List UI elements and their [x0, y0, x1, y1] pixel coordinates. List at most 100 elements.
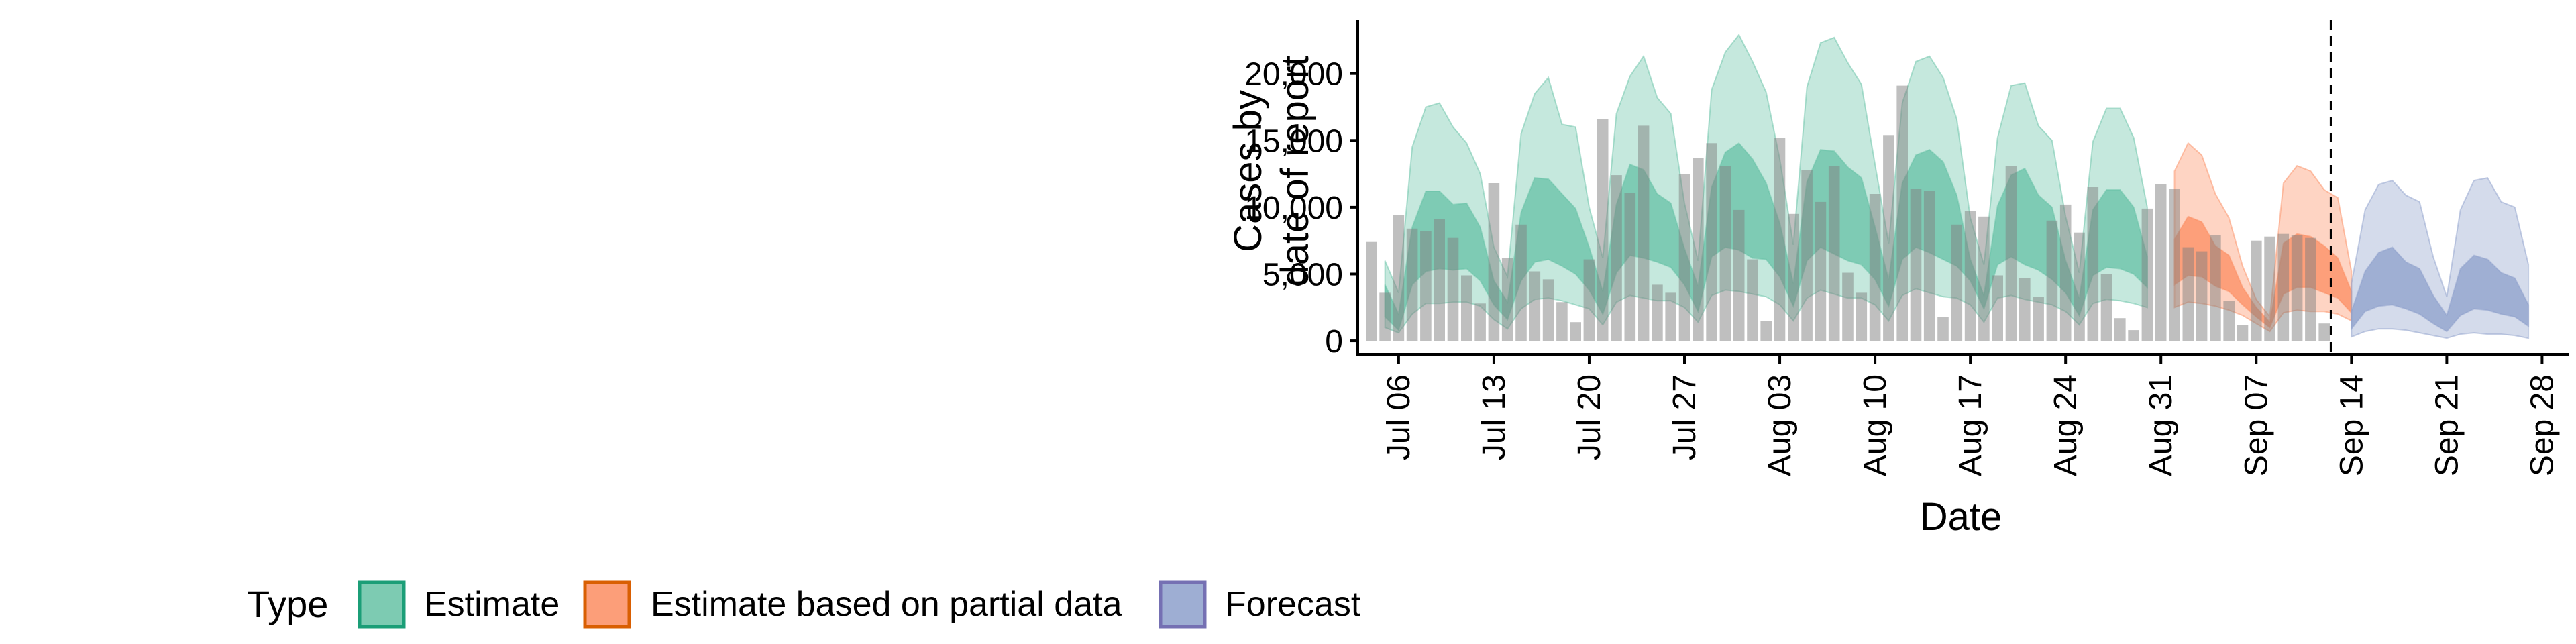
reported-case-bar [2074, 232, 2085, 341]
reported-case-bar [2182, 247, 2194, 341]
reported-case-bar [1393, 215, 1405, 341]
legend-label-estimate: Estimate [424, 585, 559, 624]
reported-case-bar [1434, 219, 1445, 341]
x-axis-ticks: Jul 06 Jul 13 Jul 20 Jul 27 Aug 03 Aug 10 Aug … [1381, 354, 2560, 476]
reported-case-bar [1883, 135, 1894, 341]
reported-case-bar [1583, 259, 1595, 341]
x-tick-label: Aug 10 [1858, 374, 1893, 476]
y-tick-label: 10,000 [1244, 191, 1343, 226]
reported-case-bar [1693, 158, 1704, 341]
y-tick-label: 5,000 [1263, 257, 1343, 292]
reported-case-bar [1992, 275, 2003, 341]
legend-label-forecast: Forecast [1225, 585, 1361, 624]
x-tick-label: Sep 14 [2334, 374, 2369, 476]
y-axis-title-line-2: date of report [1273, 56, 1317, 287]
reported-case-bar [1529, 271, 1541, 341]
reported-case-bar [2237, 325, 2249, 341]
x-tick-label: Aug 31 [2143, 374, 2179, 476]
reported-case-bar [1638, 125, 1650, 341]
reported-case-bar [2155, 184, 2167, 341]
reported-case-bar [1951, 224, 1963, 341]
reported-case-bar [1678, 174, 1690, 341]
reported-case-bar [1842, 272, 1854, 341]
reported-case-bar [1733, 209, 1745, 341]
x-tick-label: Aug 03 [1762, 374, 1798, 476]
reported-case-bar [1788, 213, 1799, 341]
reported-case-bar [1611, 175, 1622, 341]
x-tick-label: Jul 06 [1381, 374, 1417, 460]
x-tick-label: Jul 20 [1572, 374, 1607, 460]
reported-case-bars [1366, 85, 2330, 341]
reported-case-bar [1652, 284, 1663, 341]
legend-swatch-partial [583, 580, 631, 629]
legend: Type Estimate Estimate based on partial … [247, 580, 1361, 629]
reported-case-bar [1923, 191, 1935, 341]
reported-case-bar [2046, 220, 2058, 341]
x-tick-label: Jul 13 [1477, 374, 1512, 460]
reported-case-bar [1447, 237, 1459, 341]
reported-case-bar [1461, 275, 1472, 341]
reported-case-bar [1474, 303, 1486, 341]
reported-case-bar [2277, 233, 2290, 341]
reported-case-bar [1597, 119, 1609, 341]
reported-case-bar [1366, 241, 1377, 341]
reported-case-bar [1747, 259, 1758, 341]
reported-case-bar [1556, 302, 1568, 341]
x-tick-label: Aug 17 [1953, 374, 1988, 476]
reported-case-bar [2141, 208, 2153, 341]
reported-case-bar [2114, 318, 2126, 341]
reported-case-bar [1828, 166, 1840, 341]
reported-case-bar [1937, 317, 1949, 341]
legend-swatch-forecast [1159, 580, 1207, 629]
reported-case-bar [2100, 274, 2112, 341]
reported-case-bar [2033, 297, 2044, 341]
reported-case-bar [1774, 138, 1786, 341]
reported-case-bar [2005, 166, 2017, 341]
reported-case-bar [2019, 278, 2031, 341]
reported-case-bar [2128, 330, 2139, 341]
reported-case-bar [2210, 235, 2221, 341]
reported-case-bar [1978, 216, 1990, 341]
reported-case-bar [1760, 321, 1772, 341]
reported-case-bar [1856, 292, 1868, 341]
reported-case-bar [1910, 189, 1922, 341]
reported-case-bar [2291, 235, 2303, 341]
reported-case-bar [1869, 194, 1881, 341]
reported-case-bar [1815, 201, 1827, 341]
reported-case-bar [1706, 143, 1717, 341]
x-tick-label: Aug 24 [2048, 374, 2084, 476]
reported-case-bar [2223, 301, 2235, 341]
reported-case-bar [2318, 323, 2330, 341]
reported-case-bar [1665, 292, 1676, 341]
x-tick-label: Jul 27 [1667, 374, 1703, 460]
forecast-inner-band [2351, 246, 2530, 333]
legend-label-partial: Estimate based on partial data [651, 585, 1122, 624]
reported-case-bar [1570, 322, 1581, 341]
reported-case-bar [1488, 183, 1500, 341]
y-axis-ticks: 0 5,000 10,000 15,000 20,000 [1244, 57, 1358, 360]
reported-case-bar [1624, 193, 1636, 341]
reported-case-bar [2196, 251, 2208, 341]
reported-case-bar [2264, 236, 2275, 341]
reported-case-bar [1379, 292, 1391, 341]
reported-case-bar [2251, 240, 2262, 341]
reported-case-bar [2305, 237, 2316, 341]
y-tick-label: 20,000 [1244, 57, 1343, 93]
legend-swatch-estimate [358, 580, 406, 629]
reported-case-bar [1964, 211, 1976, 341]
reported-case-bar [1420, 231, 1432, 341]
reported-case-bar [2059, 204, 2072, 341]
x-tick-label: Sep 07 [2239, 374, 2274, 476]
reported-case-bar [1801, 170, 1813, 341]
x-tick-label: Sep 28 [2524, 374, 2560, 476]
legend-title: Type [247, 583, 328, 625]
reported-case-bar [1406, 228, 1418, 341]
reported-case-bar [1501, 258, 1513, 341]
x-axis-title: Date [1920, 495, 2002, 539]
reported-case-bar [1515, 224, 1527, 341]
reported-case-bar [2087, 187, 2099, 341]
y-tick-label: 0 [1325, 324, 1343, 360]
reported-case-bar [1719, 166, 1731, 341]
reported-case-bar [1542, 279, 1554, 341]
